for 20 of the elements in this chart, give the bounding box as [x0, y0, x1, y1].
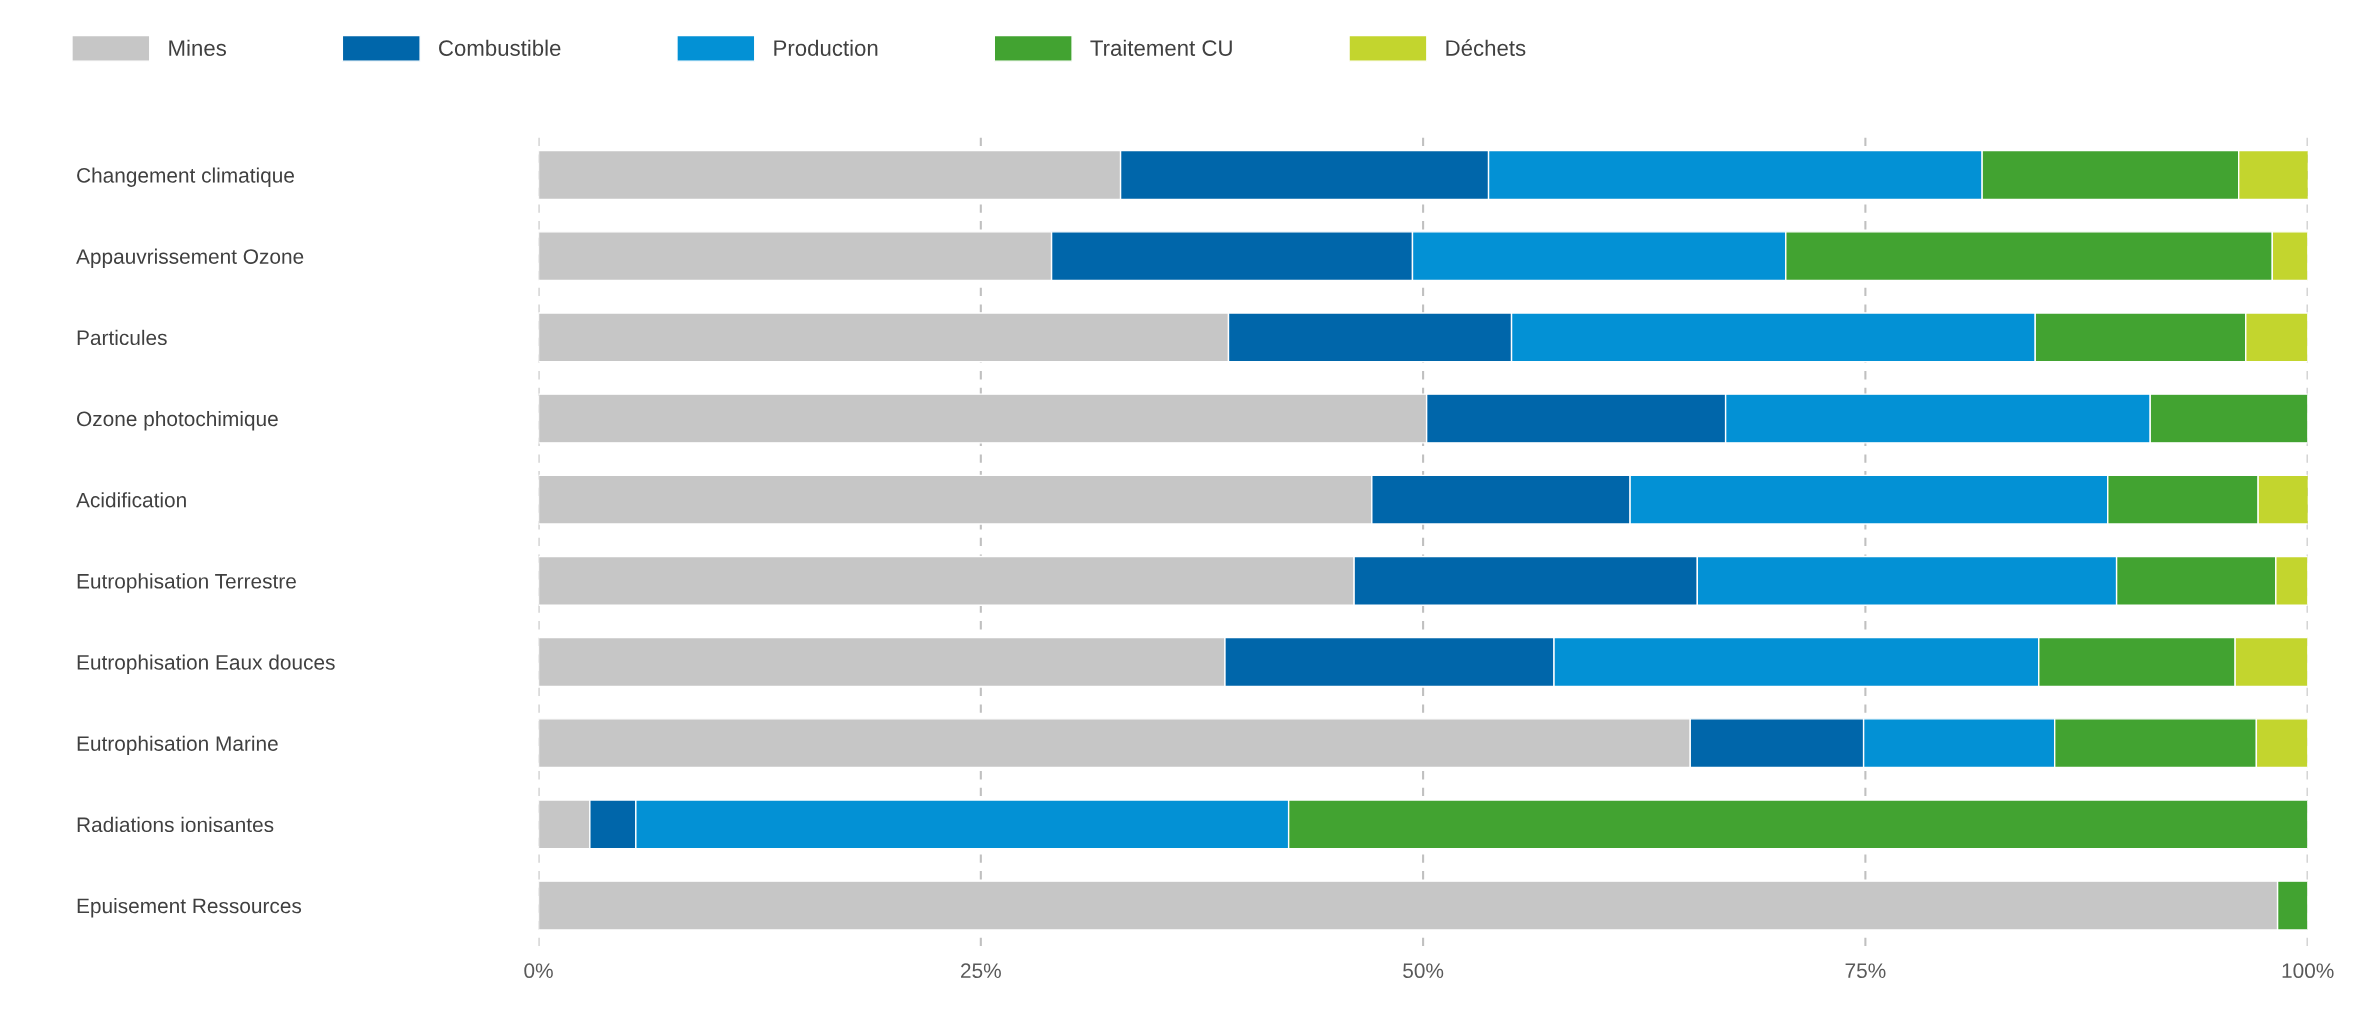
- y-tick-label: Eutrophisation Marine: [77, 735, 278, 756]
- y-tick-label: Acidification: [76, 492, 186, 508]
- legend-label: Déchets: [1446, 39, 1526, 56]
- y-tick-label: Ozone photochimique: [77, 410, 278, 431]
- legend-label: Mines: [169, 39, 226, 56]
- x-tick-label: 50%: [1403, 963, 1444, 979]
- x-tick-label: 25%: [961, 963, 1001, 979]
- y-tick-label: Epuisement Ressources: [77, 897, 302, 918]
- legend-label: Traitement CU: [1090, 39, 1232, 56]
- y-tick-label: Changement climatique: [77, 167, 294, 187]
- y-tick-label: Particules: [77, 329, 167, 346]
- y-tick-label: Appauvrissement Ozone: [76, 248, 304, 269]
- y-tick-label: Eutrophisation Terrestre: [77, 573, 296, 593]
- x-tick-label: 75%: [1845, 963, 1886, 979]
- y-tick-label: Radiations ionisantes: [77, 816, 274, 833]
- x-tick-label: 0%: [524, 963, 553, 979]
- legend-label: Production: [774, 39, 878, 56]
- y-tick-label: Eutrophisation Eaux douces: [77, 654, 335, 674]
- x-tick-label: 100%: [2282, 963, 2334, 979]
- legend-label: Combustible: [439, 39, 561, 56]
